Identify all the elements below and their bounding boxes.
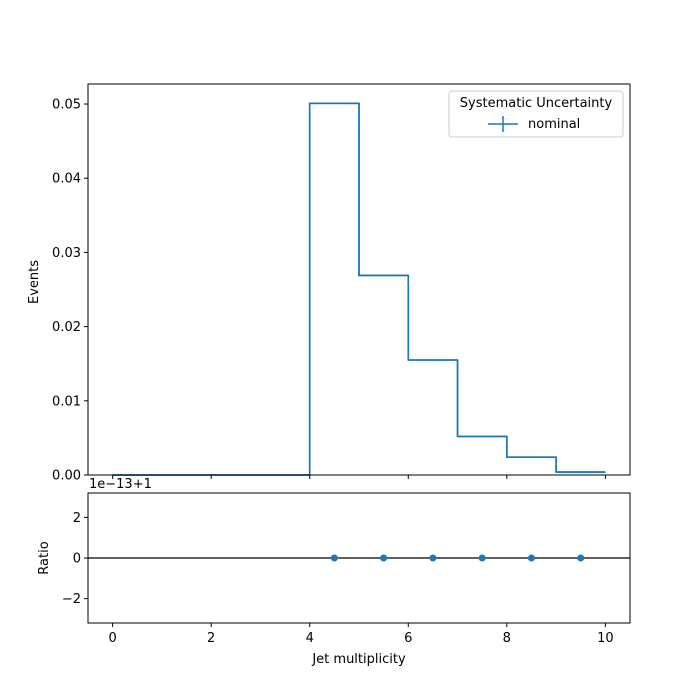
main-x-ticks xyxy=(112,475,606,479)
main-axes-frame xyxy=(87,83,631,476)
ratio-point xyxy=(330,554,338,562)
histogram-plot xyxy=(112,102,606,476)
main-y-tick-label: 0.01 xyxy=(52,394,81,409)
x-tick-label: 8 xyxy=(503,631,511,646)
x-axis-label: Jet multiplicity xyxy=(311,652,406,667)
ratio-panel: −2 0 2 0 2 4 6 8 10 1e−13+1 Ratio Jet multiplic… xyxy=(37,477,631,667)
main-y-axis-label: Events xyxy=(27,260,42,304)
main-y-tick-label: 0.05 xyxy=(52,98,81,113)
ratio-point xyxy=(478,554,486,562)
ratio-point xyxy=(527,554,535,562)
x-tick-label: 2 xyxy=(207,631,215,646)
main-y-tick-label: 0.02 xyxy=(52,320,81,335)
ratio-y-tick-label: 0 xyxy=(73,552,81,567)
main-y-ticks: 0.00 0.01 0.02 0.03 0.04 0.05 xyxy=(52,98,88,484)
x-tick-label: 10 xyxy=(597,631,614,646)
x-tick-label: 6 xyxy=(404,631,412,646)
legend[interactable]: Systematic Uncertainty nominal xyxy=(448,90,624,138)
x-tick-label: 0 xyxy=(108,631,116,646)
ratio-point xyxy=(380,554,388,562)
legend-entry-nominal: nominal xyxy=(528,117,580,132)
legend-box xyxy=(448,90,624,138)
legend-marker-nominal xyxy=(488,116,518,132)
ratio-y-ticks: −2 0 2 xyxy=(62,511,88,607)
ratio-y-axis-label: Ratio xyxy=(37,541,52,574)
x-tick-label: 4 xyxy=(306,631,314,646)
main-y-tick-label: 0.03 xyxy=(52,246,81,261)
main-y-tick-label: 0.04 xyxy=(52,172,81,187)
ratio-point xyxy=(577,554,585,562)
ratio-y-tick-label: 2 xyxy=(73,511,81,526)
main-panel: 0.00 0.01 0.02 0.03 0.04 0.05 Events Systemat… xyxy=(27,83,631,484)
ratio-x-ticks: 0 2 4 6 8 10 xyxy=(108,623,614,646)
legend-title: Systematic Uncertainty xyxy=(460,96,613,111)
ratio-points xyxy=(330,554,585,562)
ratio-offset-text: 1e−13+1 xyxy=(89,477,152,492)
main-y-tick-label: 0.00 xyxy=(52,469,81,484)
ratio-y-tick-label: −2 xyxy=(62,592,81,607)
ratio-point xyxy=(429,554,437,562)
